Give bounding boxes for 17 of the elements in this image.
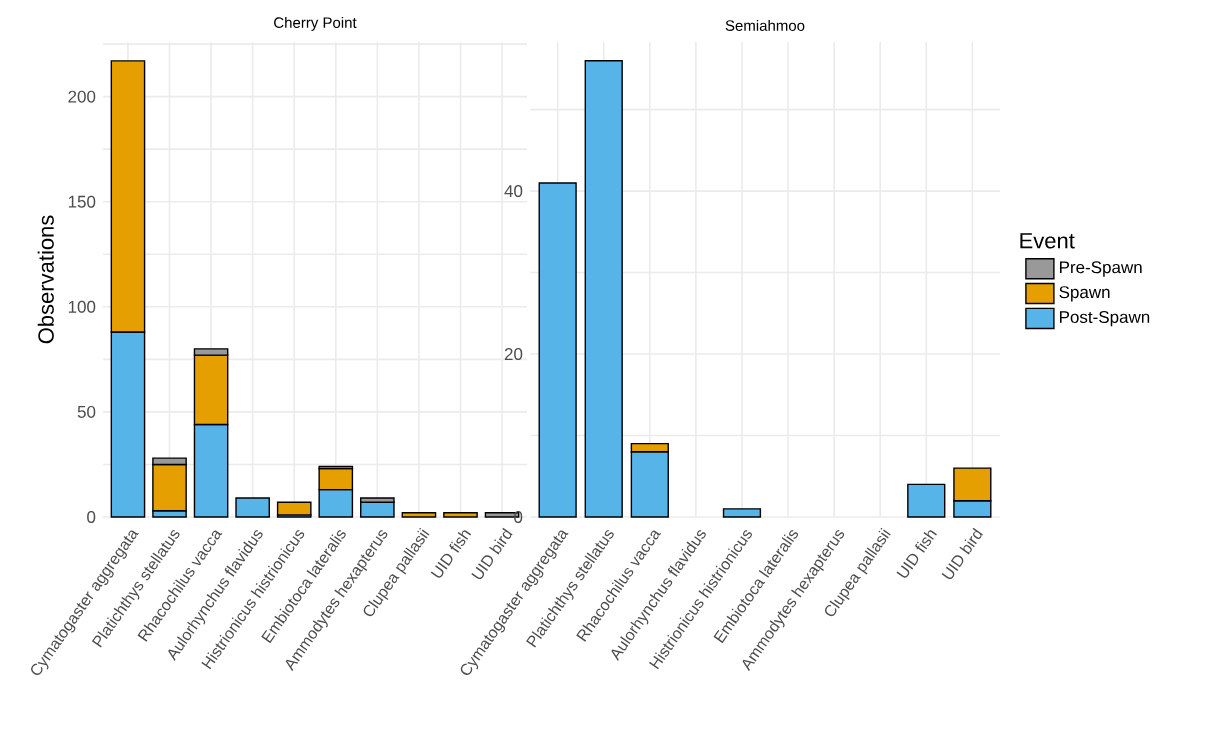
y-axis-title: Observations [37, 215, 54, 344]
y-tick-label: 40 [504, 185, 523, 198]
legend-label: Spawn [1059, 286, 1110, 302]
x-tick-label: UID fish [430, 530, 472, 578]
legend-label: Post-Spawn [1059, 311, 1150, 327]
chart-title: Cherry Point [274, 16, 357, 31]
y-tick-label: 150 [68, 195, 96, 208]
chart-title: Semiahmoo [725, 19, 805, 31]
y-tick-label: 0 [87, 510, 96, 523]
x-tick-label: UID fish [896, 530, 937, 578]
x-tick-label: UID bird [941, 527, 983, 580]
y-tick-label: 100 [68, 300, 96, 313]
y-tick-label: 20 [504, 348, 523, 361]
legend-title: Event [1020, 233, 1075, 249]
y-tick-label: 50 [77, 405, 96, 418]
legend-label: Pre-Spawn [1059, 261, 1142, 277]
y-tick-label: 200 [68, 90, 96, 103]
